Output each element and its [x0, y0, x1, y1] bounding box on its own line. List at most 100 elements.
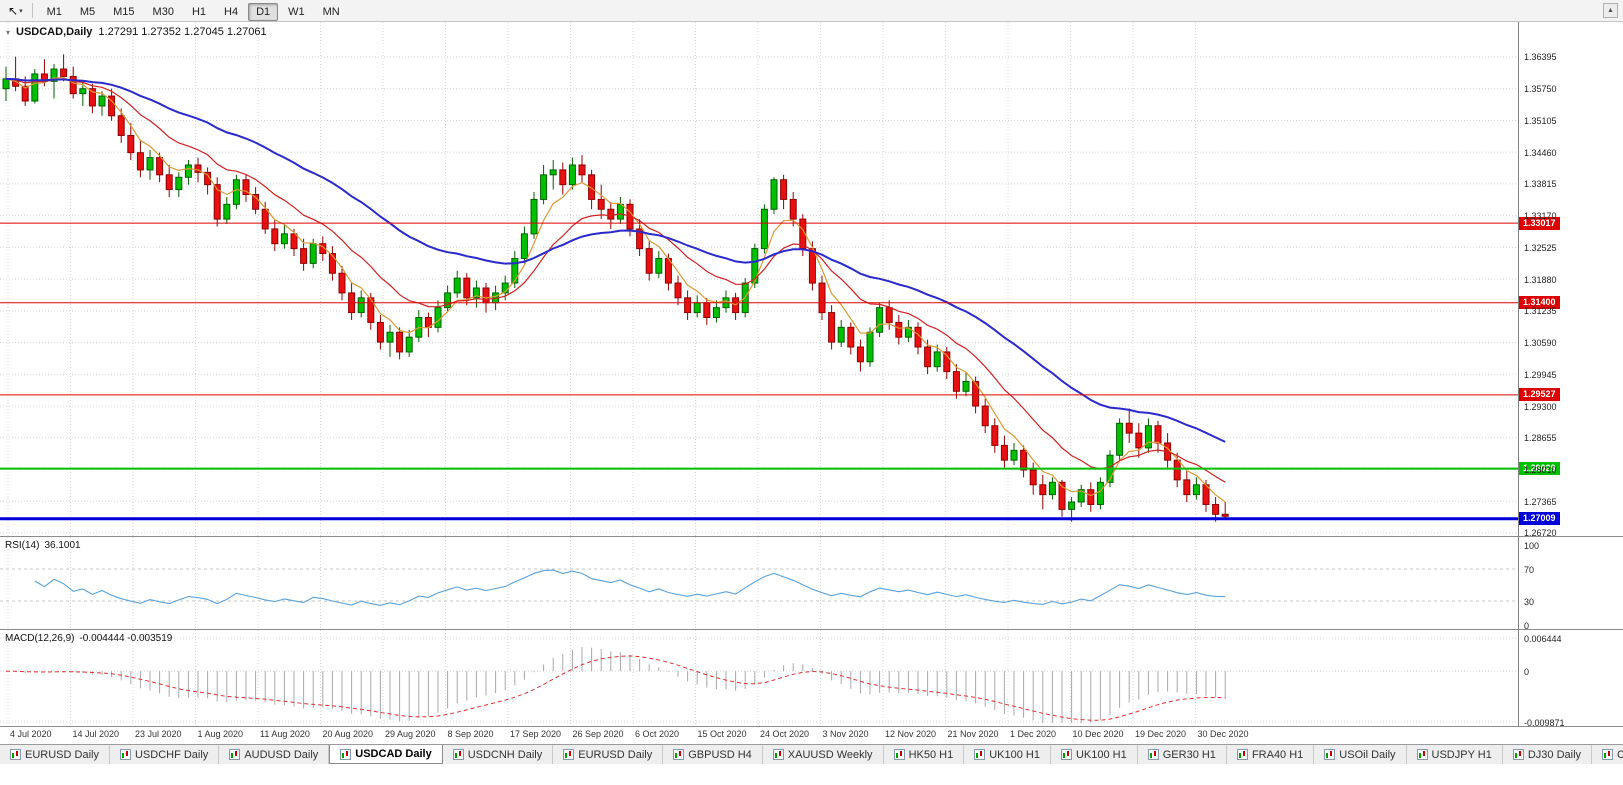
timeframe-button-m15[interactable]: M15 [113, 5, 135, 18]
tab-label: EURUSD Daily [25, 748, 99, 761]
chart-tab-usdchf-daily-1[interactable]: USDCHF Daily [109, 745, 220, 764]
price-axis-label: 1.28655 [1524, 433, 1557, 444]
price-axis-label: 1.33170 [1524, 211, 1557, 222]
mini-chart-icon [974, 749, 986, 760]
chart-tab-usdcad-daily-3[interactable]: USDCAD Daily [329, 745, 443, 764]
tab-label: EURUSD Daily [578, 748, 653, 761]
price-axis-label: 1.35105 [1524, 115, 1557, 126]
scroll-up-button[interactable]: ▲ [1603, 3, 1618, 18]
chart-title: ▾ USDCAD,Daily 1.27291 1.27352 1.27045 1… [6, 26, 267, 38]
macd-panel[interactable]: MACD(12,26,9) -0.004444 -0.003519 [0, 630, 1623, 726]
chart-tab-eurusd-daily-0[interactable]: EURUSD Daily [0, 745, 110, 764]
tab-label: HK50 H1 [908, 748, 954, 761]
mini-chart-icon [563, 749, 575, 760]
date-axis-label: 29 Aug 2020 [385, 729, 436, 739]
date-axis-label: 21 Nov 2020 [947, 729, 999, 739]
macd-plot [0, 630, 1518, 726]
timeframe-button-m30[interactable]: M30 [152, 5, 174, 18]
mini-chart-icon [772, 749, 784, 760]
timeframe-button-h1[interactable]: H1 [191, 5, 207, 18]
price-chart-panel[interactable]: ▾ USDCAD,Daily 1.27291 1.27352 1.27045 1… [0, 22, 1623, 536]
tab-label: USDJPY H1 [1431, 748, 1492, 761]
timeframe-button-d1[interactable]: D1 [248, 2, 279, 21]
price-axis-label: 1.30590 [1524, 338, 1557, 349]
rsi-axis-label: 70 [1524, 564, 1535, 575]
price-line-tag: 1.33017 [1519, 216, 1560, 230]
chart-tab-dj30-daily-15[interactable]: DJ30 Daily [1502, 745, 1593, 764]
chart-tab-hk50-h1-8[interactable]: HK50 H1 [883, 745, 965, 764]
date-axis-label: 17 Sep 2020 [510, 729, 562, 739]
date-axis-label: 11 Aug 2020 [260, 729, 310, 739]
date-axis-label: 14 Jul 2020 [72, 729, 120, 739]
price-line-tag: 1.27009 [1519, 512, 1560, 526]
timeframe-button-mn[interactable]: MN [322, 5, 340, 18]
macd-signal-line [5, 655, 1226, 721]
mini-chart-icon [1324, 749, 1336, 760]
panel-separator[interactable] [0, 536, 1623, 537]
price-axis-label: 1.32525 [1524, 242, 1557, 253]
chart-tab-uk100-h1-9[interactable]: UK100 H1 [964, 745, 1051, 764]
tab-label: USDCHF Daily [134, 748, 209, 761]
vertical-grid [7, 537, 1196, 629]
vertical-grid [7, 630, 1196, 726]
tab-label: USDCAD Daily [355, 748, 432, 760]
rsi-label: RSI(14) 36.1001 [5, 540, 81, 551]
tab-label: UK100 H1 [1075, 748, 1127, 761]
price-axis-label: 1.35750 [1524, 84, 1557, 95]
mini-chart-icon [1416, 749, 1428, 760]
rsi-panel[interactable]: RSI(14) 36.1001 [0, 537, 1623, 629]
mini-chart-icon [1236, 749, 1248, 760]
macd-axis-label: -0.009871 [1524, 717, 1565, 728]
price-line-tag: 1.29527 [1519, 388, 1560, 402]
collapse-triangle-icon: ▾ [6, 27, 11, 37]
chart-tab-china300-h1-16[interactable]: CHINA300 H1 [1592, 745, 1623, 764]
mini-chart-icon [10, 749, 21, 760]
ma-line-13 [5, 78, 1226, 483]
mini-chart-icon [1060, 749, 1072, 760]
chart-tab-usdjpy-h1-14[interactable]: USDJPY H1 [1406, 745, 1503, 764]
chart-tab-xauusd-weekly-7[interactable]: XAUUSD Weekly [762, 745, 884, 764]
symbol-label: USDCAD,Daily [16, 26, 93, 38]
tab-label: FRA40 H1 [1251, 748, 1304, 761]
rsi-line [34, 569, 1226, 606]
timeframe-button-h4[interactable]: H4 [224, 5, 239, 18]
chart-tab-audusd-daily-2[interactable]: AUDUSD Daily [219, 745, 330, 764]
date-axis-label: 30 Dec 2020 [1197, 729, 1249, 739]
chart-tab-eurusd-daily-5[interactable]: EURUSD Daily [553, 745, 664, 764]
timeframe-button-m1[interactable]: M1 [46, 5, 62, 18]
date-axis-label: 4 Jul 2020 [10, 729, 52, 739]
price-axis-label: 1.36395 [1524, 52, 1557, 63]
chart-tab-gbpusd-h4-6[interactable]: GBPUSD H4 [663, 745, 763, 764]
candlestick-plot[interactable] [0, 22, 1518, 536]
date-axis-label: 20 Aug 2020 [322, 729, 374, 739]
macd-axis-label: 0 [1524, 666, 1530, 677]
date-axis-label: 6 Oct 2020 [635, 729, 680, 739]
timeframe-button-m5[interactable]: M5 [79, 5, 96, 18]
timeframe-button-w1[interactable]: W1 [288, 5, 305, 18]
rsi-plot [0, 537, 1518, 629]
date-axis-label: 23 Jul 2020 [135, 729, 182, 739]
chart-tab-fra40-h1-12[interactable]: FRA40 H1 [1226, 745, 1315, 764]
panel-separator[interactable] [0, 629, 1623, 630]
price-line-tag: 1.31400 [1519, 296, 1560, 310]
chart-tab-usdcnh-daily-4[interactable]: USDCNH Daily [442, 745, 554, 764]
chart-tab-uk100-h1-10[interactable]: UK100 H1 [1050, 745, 1138, 764]
toolbar-separator [31, 3, 33, 18]
price-axis-label: 1.31880 [1524, 274, 1557, 285]
tab-label: GER30 H1 [1162, 748, 1216, 761]
tab-label: USOil Daily [1339, 748, 1396, 761]
mini-chart-icon [673, 749, 685, 760]
chart-tab-ger30-h1-11[interactable]: GER30 H1 [1137, 745, 1227, 764]
date-axis-label: 19 Dec 2020 [1135, 729, 1187, 739]
tab-label: USDCNH Daily [467, 748, 543, 761]
price-axis-label: 1.29300 [1524, 401, 1557, 412]
price-axis-label: 1.34460 [1524, 147, 1557, 158]
ma-line-34 [5, 77, 1226, 443]
price-axis-label: 1.29945 [1524, 369, 1557, 380]
panel-separator [0, 726, 1623, 727]
chart-tab-usoil-daily-13[interactable]: USOil Daily [1314, 745, 1407, 764]
cursor-tool-button[interactable]: ↖ ▾ [4, 3, 27, 19]
price-axis-label: 1.31235 [1524, 306, 1557, 317]
timeframe-toolbar: ↖ ▾ M1 M5 M15 M30 H1 H4 D1 W1 MN ▲ [0, 0, 1623, 22]
price-line-tag: 1.28029 [1519, 462, 1560, 476]
